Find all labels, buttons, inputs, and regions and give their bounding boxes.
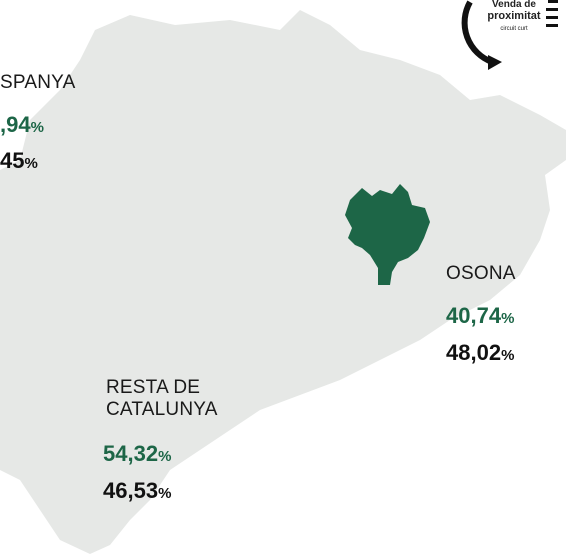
- value: ,94: [0, 112, 31, 137]
- value: 40,74: [446, 303, 502, 328]
- logo-bar: [546, 24, 558, 27]
- region-label: SPANYA: [0, 72, 76, 93]
- logo-line: Venda de: [492, 0, 536, 10]
- unit: %: [158, 485, 172, 502]
- logo-arrow: [488, 55, 502, 70]
- logo-line: circuit curt: [500, 26, 528, 32]
- value: 54,32: [103, 441, 159, 466]
- value-green: 40,74%: [446, 303, 514, 332]
- logo-line: proximitat: [487, 10, 541, 22]
- value-black: 46,53%: [103, 478, 171, 507]
- value-green: ,94%: [0, 112, 44, 141]
- unit: %: [501, 347, 515, 364]
- unit: %: [501, 310, 515, 327]
- logo-bar: [548, 0, 558, 3]
- value: 48,02: [446, 340, 502, 365]
- value: 45: [0, 148, 25, 173]
- value: 46,53: [103, 478, 159, 503]
- unit: %: [24, 155, 38, 172]
- unit: %: [30, 119, 44, 136]
- catalonia-shape: [0, 10, 566, 554]
- logo-bar: [546, 8, 558, 11]
- value-black: 45%: [0, 148, 38, 177]
- logo-arc: [461, 0, 494, 65]
- osona-region: [345, 184, 430, 285]
- value-black: 48,02%: [446, 340, 514, 369]
- unit: %: [158, 448, 172, 465]
- logo: [461, 0, 558, 70]
- region-label: RESTA DE CATALUNYA: [106, 377, 218, 420]
- logo-bar: [546, 16, 558, 19]
- value-green: 54,32%: [103, 441, 171, 470]
- region-label: OSONA: [446, 263, 516, 284]
